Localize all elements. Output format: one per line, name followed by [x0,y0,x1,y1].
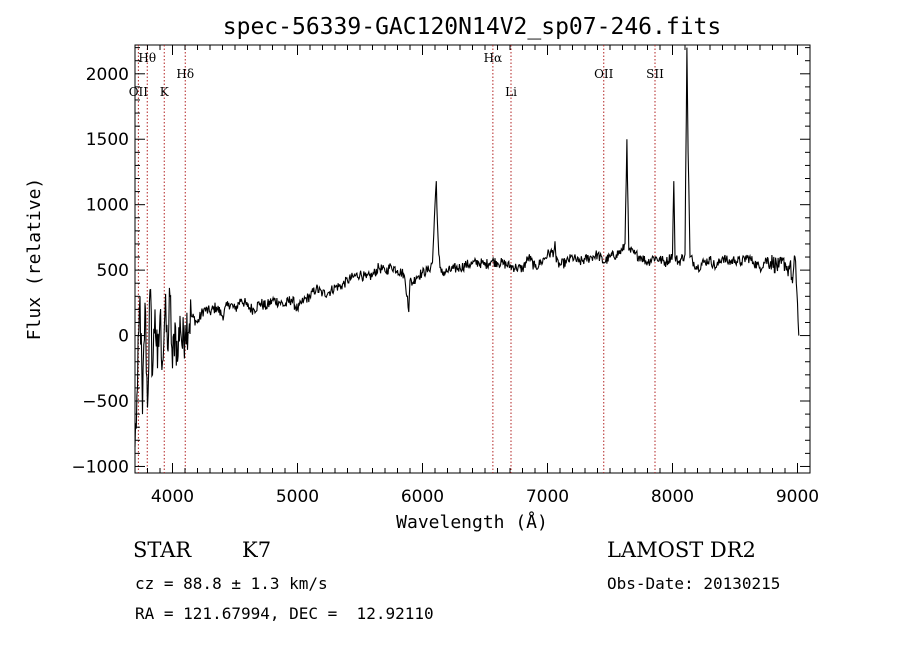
survey-name: LAMOST DR2 [607,538,756,562]
y-tick-label: −500 [82,392,129,412]
spectral-line-label: SII [646,67,664,81]
spectral-line-label: OII [129,85,149,99]
x-axis-ticks: 4000 5000 6000 7000 8000 9000 [134,45,819,507]
x-tick-label: 6000 [401,487,444,507]
x-tick-label: 7000 [526,487,569,507]
spectrum-line [134,47,800,447]
x-axis-label: Wavelength (Å) [396,511,548,533]
y-tick-label: −1000 [71,457,129,477]
spectral-line-label: OII [594,67,614,81]
object-subclass: K7 [242,538,272,562]
object-class: STAR [133,538,192,562]
spectral-line-label: K [160,85,170,99]
y-tick-label: 500 [97,261,129,281]
x-tick-label: 4000 [151,487,194,507]
x-tick-label: 5000 [276,487,319,507]
chart-title: spec-56339-GAC120N14V2_sp07-246.fits [223,14,722,40]
x-tick-label: 8000 [651,487,694,507]
y-tick-label: 1000 [86,196,129,216]
redshift-velocity: cz = 88.8 ± 1.3 km/s [135,574,328,593]
spectral-line-label: Hθ [138,51,156,65]
x-tick-label: 9000 [776,487,819,507]
spectral-line-label: Hα [484,51,503,65]
y-tick-label: 2000 [86,65,129,85]
y-axis-ticks: −1000 −500 0 500 1000 1500 2000 [71,47,810,477]
spectral-line-label: Li [505,85,517,99]
spectral-line-label: Hδ [176,67,194,81]
observation-date: Obs-Date: 20130215 [607,574,781,593]
y-tick-label: 0 [118,327,129,347]
y-tick-label: 1500 [86,130,129,150]
coordinates: RA = 121.67994, DEC = 12.92110 [135,604,434,623]
y-axis-label: Flux (relative) [24,178,45,341]
